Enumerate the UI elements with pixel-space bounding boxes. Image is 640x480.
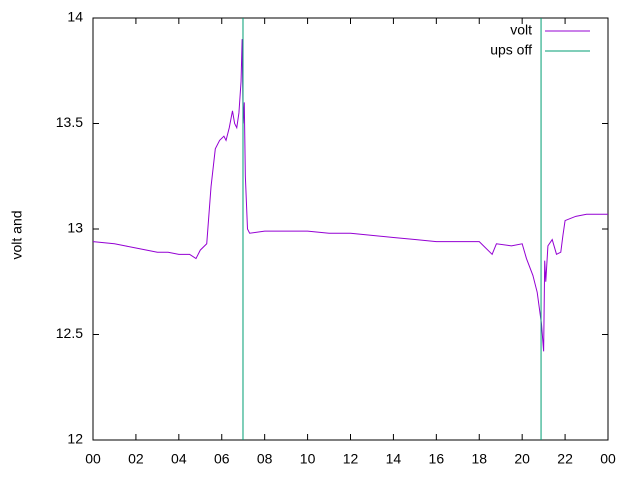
- x-tick-label: 02: [128, 451, 144, 467]
- x-tick-label: 04: [171, 451, 187, 467]
- x-tick-label: 14: [386, 451, 402, 467]
- x-tick-label: 00: [85, 451, 101, 467]
- plot-frame: [92, 17, 609, 441]
- x-tick-label: 00: [600, 451, 616, 467]
- x-tick-label: 12: [343, 451, 359, 467]
- x-tick-label: 08: [257, 451, 273, 467]
- y-tick-label: 13.5: [56, 114, 83, 130]
- series-line: [242, 18, 542, 440]
- x-tick-label: 16: [429, 451, 445, 467]
- x-tick-label: 18: [471, 451, 487, 467]
- legend-label: volt: [510, 22, 532, 38]
- x-tick-label: 06: [214, 451, 230, 467]
- legend-label: ups off: [490, 42, 532, 58]
- y-tick-label: 13: [67, 220, 83, 236]
- x-tick-label: 22: [557, 451, 573, 467]
- y-tick-label: 12: [67, 431, 83, 447]
- series-line: [92, 39, 608, 352]
- x-tick-label: 10: [300, 451, 316, 467]
- y-tick-label: 14: [67, 9, 83, 25]
- y-axis-label: volt and: [9, 210, 25, 259]
- x-tick-label: 20: [514, 451, 530, 467]
- y-tick-label: 12.5: [56, 325, 83, 341]
